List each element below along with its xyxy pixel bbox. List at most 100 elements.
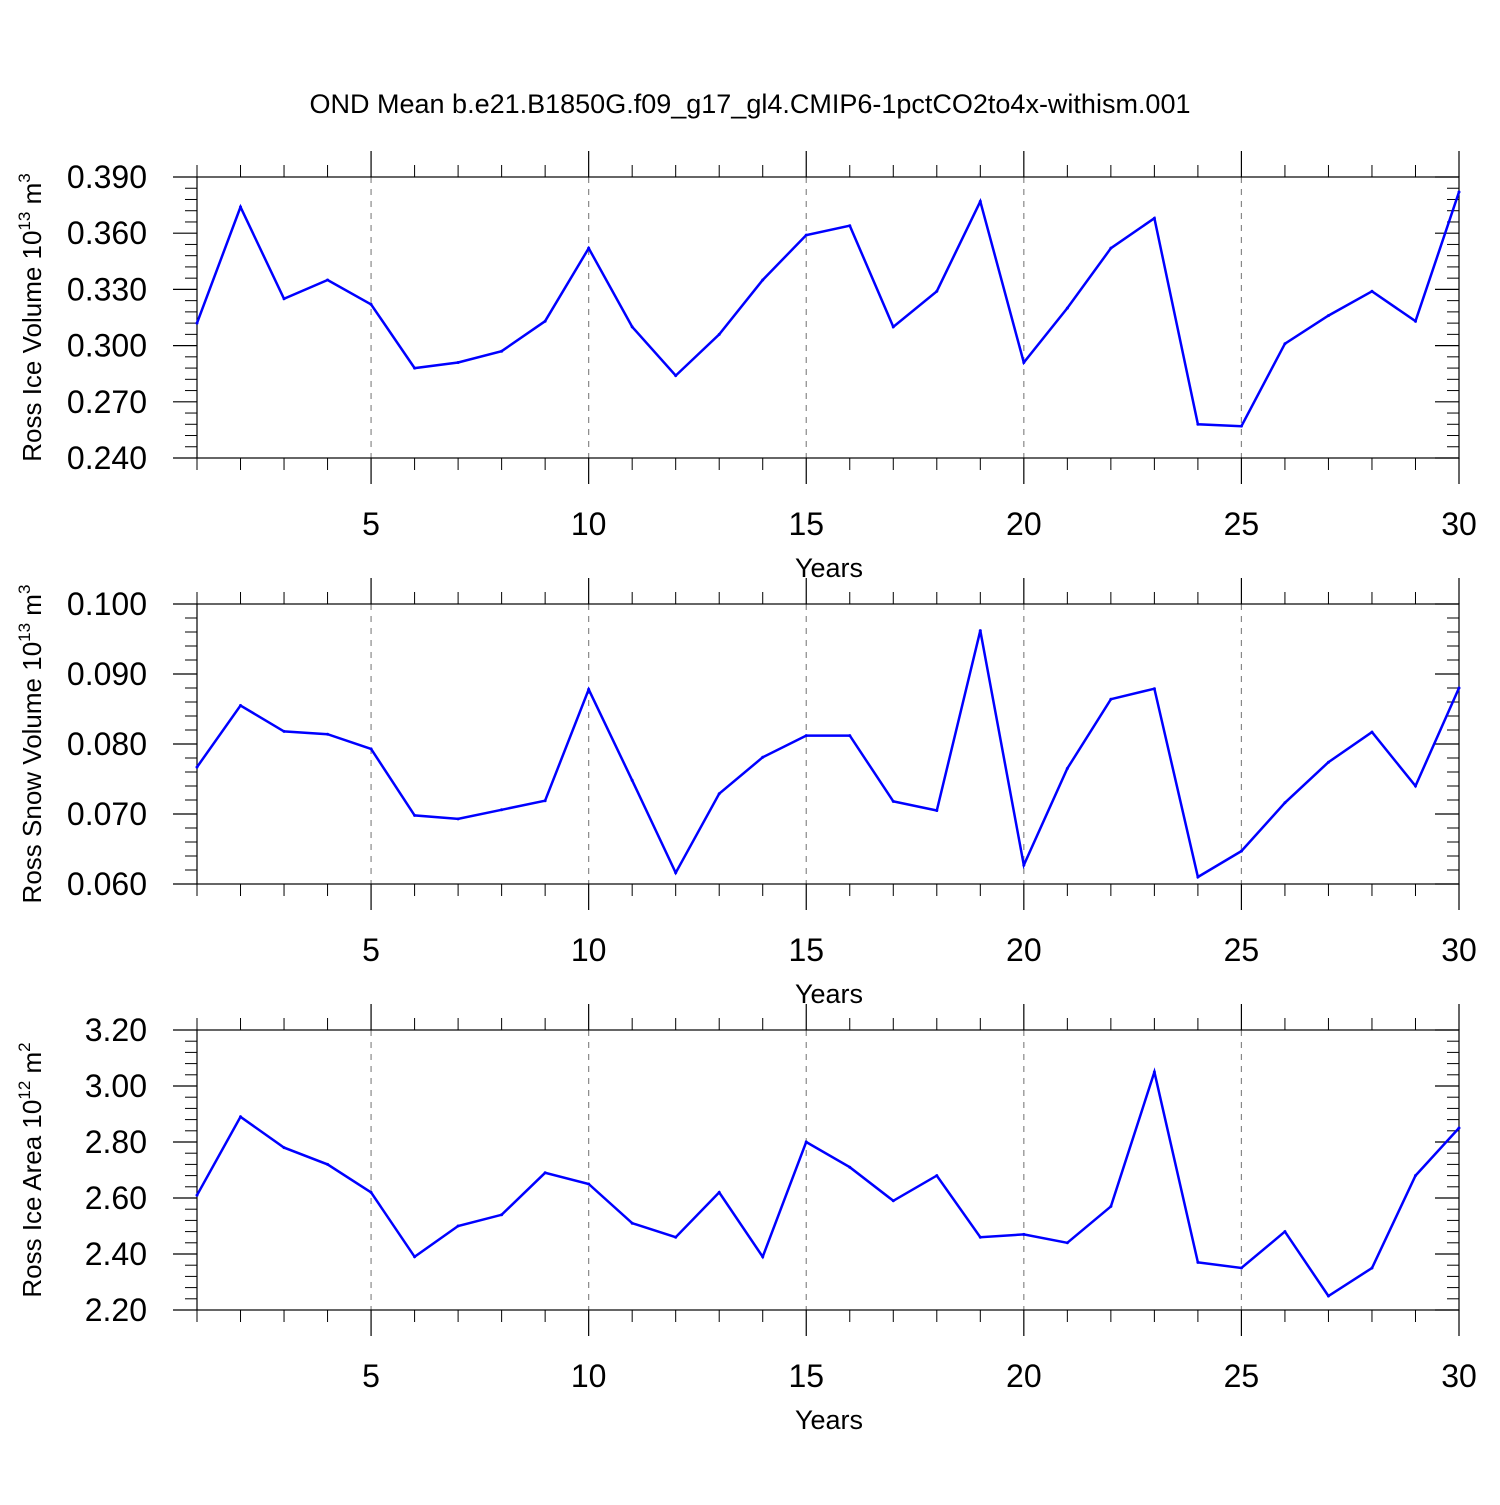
y-tick-label: 0.090 xyxy=(67,656,147,692)
y-tick-label: 0.070 xyxy=(67,796,147,832)
data-point xyxy=(761,1255,765,1259)
data-point xyxy=(891,1199,895,1203)
data-point xyxy=(195,1193,199,1197)
data-point xyxy=(369,747,373,751)
x-tick-label: 10 xyxy=(571,932,607,968)
x-tick-label: 30 xyxy=(1441,506,1477,542)
data-point xyxy=(1370,289,1374,293)
data-point xyxy=(587,687,591,691)
series-line xyxy=(195,1067,1460,1298)
data-point xyxy=(500,349,504,353)
data-point xyxy=(674,374,678,378)
data-point xyxy=(804,734,808,738)
data-point xyxy=(674,871,678,875)
data-point xyxy=(1196,422,1200,426)
y-tick-label: 3.20 xyxy=(85,1012,147,1048)
data-point xyxy=(630,778,634,782)
y-tick-label: 2.80 xyxy=(85,1124,147,1160)
data-point xyxy=(500,1213,504,1217)
data-point xyxy=(717,1190,721,1194)
data-point xyxy=(761,755,765,759)
x-tick-label: 10 xyxy=(571,1358,607,1394)
x-tick-label: 15 xyxy=(788,932,824,968)
y-tick-label: 2.20 xyxy=(85,1292,147,1328)
data-point xyxy=(587,1182,591,1186)
data-point xyxy=(239,205,243,209)
y-tick-label: 0.270 xyxy=(67,384,147,420)
data-point xyxy=(935,289,939,293)
data-point xyxy=(239,1115,243,1119)
data-point xyxy=(456,360,460,364)
x-tick-label: 25 xyxy=(1224,932,1260,968)
x-tick-label: 30 xyxy=(1441,932,1477,968)
data-point xyxy=(1239,424,1243,428)
data-point xyxy=(543,799,547,803)
x-axis-title: Years xyxy=(795,1405,863,1435)
y-tick-label: 0.080 xyxy=(67,726,147,762)
data-point xyxy=(1326,1294,1330,1298)
data-point xyxy=(282,1146,286,1150)
data-point xyxy=(804,233,808,237)
data-point xyxy=(1457,190,1461,194)
data-point xyxy=(1370,730,1374,734)
data-point xyxy=(456,817,460,821)
data-point xyxy=(1152,1070,1156,1074)
data-point xyxy=(1457,686,1461,690)
data-point xyxy=(326,1162,330,1166)
data-point xyxy=(543,319,547,323)
plot-frame xyxy=(196,1029,1460,1311)
data-point xyxy=(935,1174,939,1178)
data-point xyxy=(1283,342,1287,346)
data-point xyxy=(1065,767,1069,770)
plot-frame xyxy=(196,176,1460,459)
data-point xyxy=(1152,687,1156,691)
y-tick-label: 0.300 xyxy=(67,328,147,364)
x-tick-label: 10 xyxy=(571,506,607,542)
data-point xyxy=(369,1190,373,1194)
y-tick-label: 0.060 xyxy=(67,866,147,902)
x-axis-title: Years xyxy=(795,979,863,1009)
data-point xyxy=(587,246,591,250)
data-point xyxy=(1109,1204,1113,1208)
data-point xyxy=(1283,801,1287,805)
x-tick-label: 5 xyxy=(362,506,380,542)
data-point xyxy=(1196,875,1200,879)
data-point xyxy=(413,1255,417,1259)
data-point xyxy=(761,278,765,282)
data-point xyxy=(1196,1260,1200,1264)
figure-title: OND Mean b.e21.B1850G.f09_g17_gl4.CMIP6-… xyxy=(310,89,1191,119)
data-point xyxy=(717,332,721,336)
plot-frame xyxy=(196,603,1460,885)
data-point xyxy=(195,765,199,769)
data-point xyxy=(326,278,330,282)
data-point xyxy=(500,808,504,812)
data-point xyxy=(1239,849,1243,853)
data-point xyxy=(848,734,852,738)
data-point xyxy=(630,325,634,329)
series-line xyxy=(195,630,1461,879)
y-tick-label: 3.00 xyxy=(85,1068,147,1104)
x-tick-label: 20 xyxy=(1006,1358,1042,1394)
x-axis-title: Years xyxy=(795,553,863,583)
data-point xyxy=(978,199,982,203)
data-point xyxy=(413,366,417,370)
x-tick-label: 15 xyxy=(788,1358,824,1394)
y-axis-title: Ross Snow Volume 1013 m3 xyxy=(15,585,47,904)
series-line xyxy=(195,191,1461,428)
y-tick-label: 0.360 xyxy=(67,215,147,251)
x-tick-label: 5 xyxy=(362,932,380,968)
data-point xyxy=(848,1165,852,1169)
data-point xyxy=(804,1140,808,1144)
data-point xyxy=(848,224,852,228)
chart-panel-1: 5 10 15 20 25 30 0.240 0.270 0.300 0.330 0.360 0.39… xyxy=(15,151,1477,583)
data-point xyxy=(1109,246,1113,250)
data-point xyxy=(1022,360,1026,364)
y-tick-label: 0.390 xyxy=(67,159,147,195)
data-point xyxy=(1283,1230,1287,1234)
x-tick-label: 25 xyxy=(1224,506,1260,542)
y-axis-title: Ross Ice Volume 1013 m3 xyxy=(15,173,47,462)
y-tick-label: 0.240 xyxy=(67,440,147,476)
chart-panel-2: 5 10 15 20 25 30 0.060 0.070 0.080 0.090 0.100 Year… xyxy=(15,578,1477,1009)
data-point xyxy=(543,1171,547,1175)
